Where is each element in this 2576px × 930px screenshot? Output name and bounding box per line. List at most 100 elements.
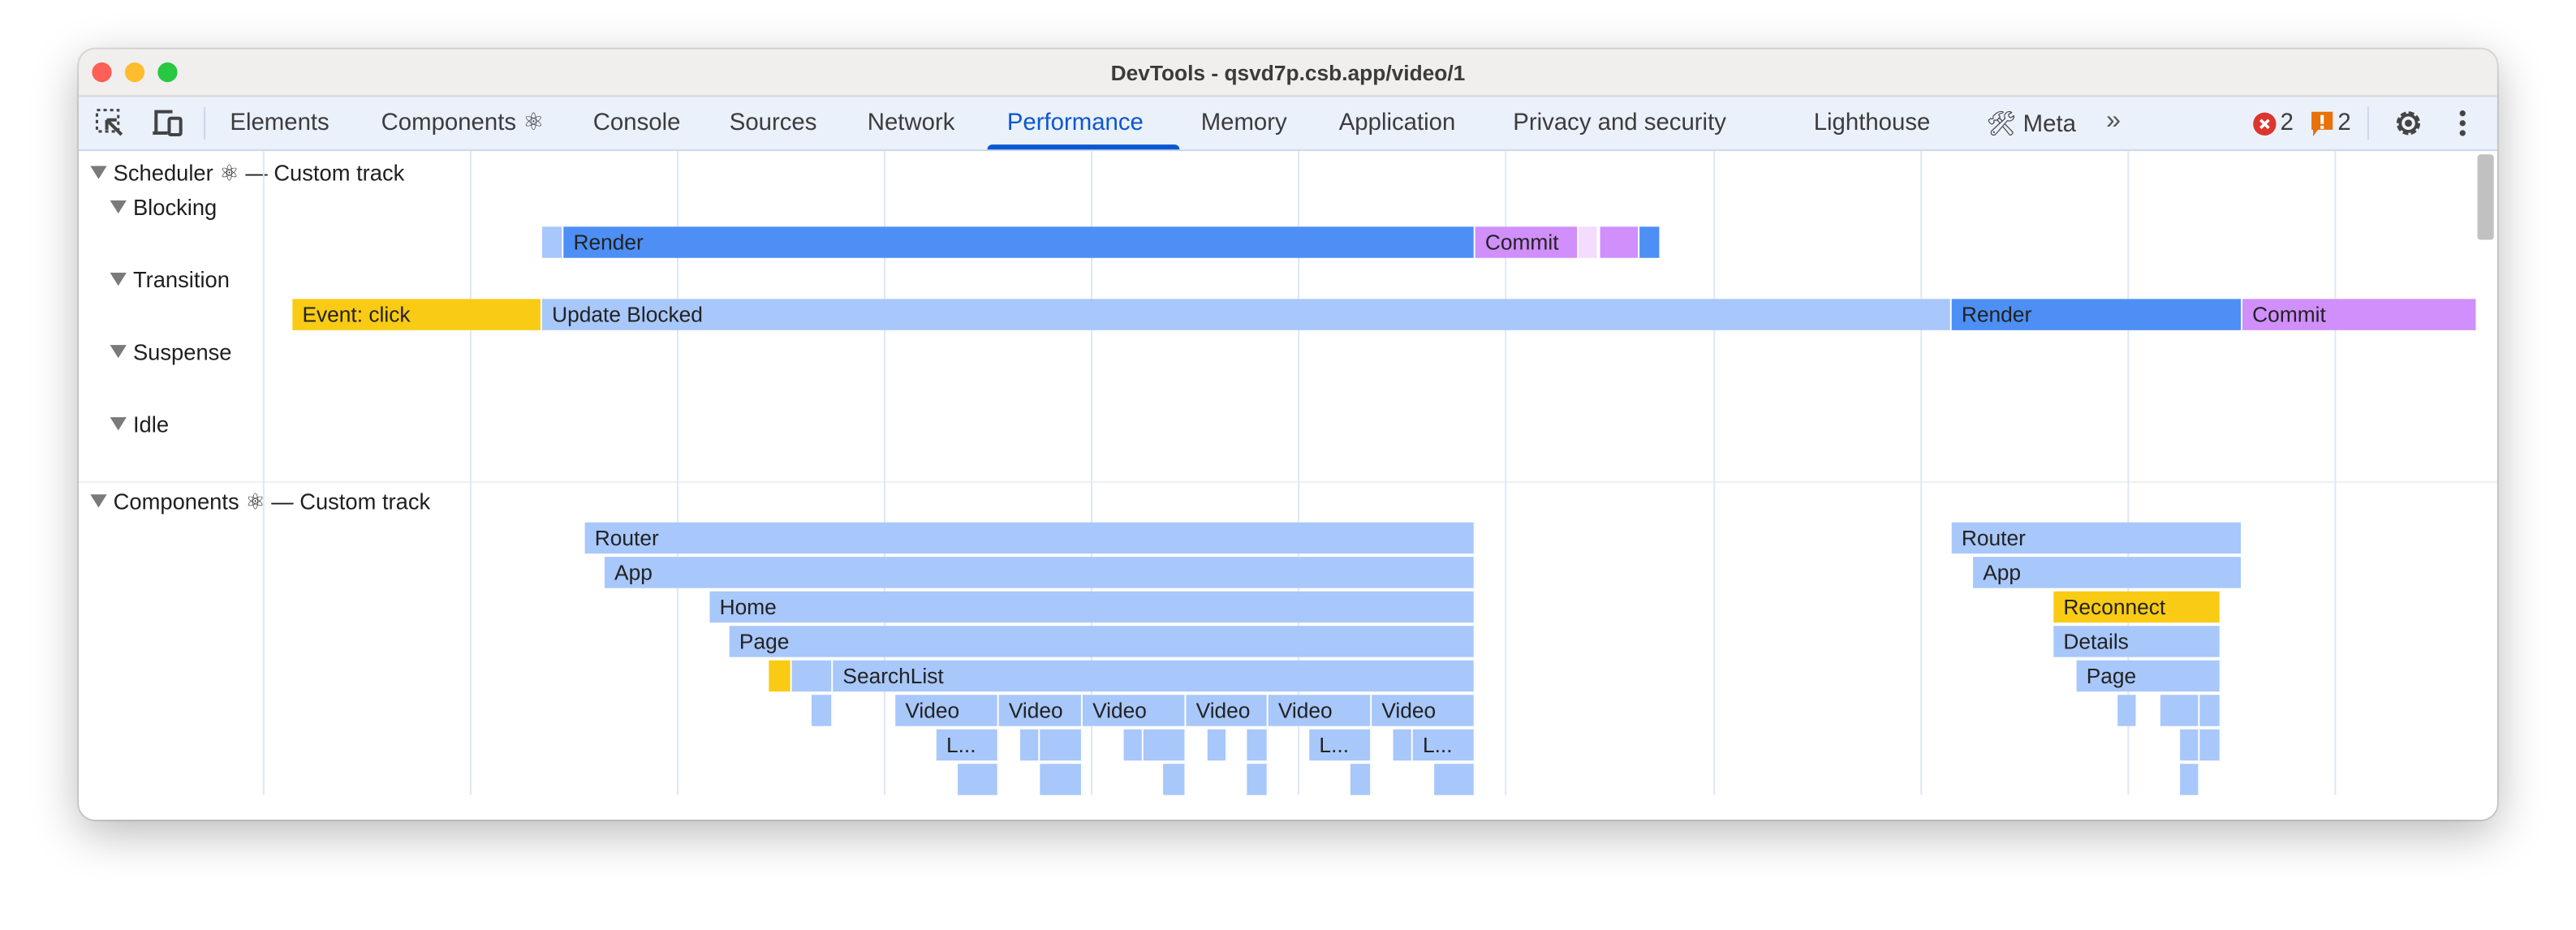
blocking-slice[interactable] bbox=[1639, 226, 1661, 258]
zoom-window-button[interactable] bbox=[157, 62, 178, 83]
window-title: DevTools - qsvd7p.csb.app/video/1 bbox=[1110, 60, 1466, 86]
component-slice[interactable] bbox=[958, 764, 999, 795]
lane-blocking[interactable]: Blocking bbox=[110, 196, 217, 220]
component-truncated[interactable]: L... bbox=[1412, 729, 1475, 761]
component-slice[interactable] bbox=[1020, 729, 1040, 761]
component-slice[interactable] bbox=[1350, 764, 1372, 795]
component-slice[interactable] bbox=[1247, 764, 1269, 795]
lane-suspense[interactable]: Suspense bbox=[110, 340, 232, 364]
lane-idle[interactable]: Idle bbox=[110, 412, 169, 437]
component-slice[interactable] bbox=[1163, 764, 1187, 795]
device-toolbar-icon[interactable] bbox=[151, 109, 183, 138]
tab-privacy-and-security[interactable]: Privacy and security bbox=[1513, 110, 1726, 137]
lane-label: Transition bbox=[132, 267, 230, 293]
component-slice[interactable] bbox=[2117, 695, 2138, 726]
blocking-slice[interactable] bbox=[1600, 226, 1640, 258]
component-slice[interactable] bbox=[2180, 729, 2200, 761]
performance-flame-chart[interactable]: Scheduler ⚛ — Custom track Blocking Tran… bbox=[79, 151, 2497, 820]
kebab-menu-icon[interactable] bbox=[2458, 109, 2467, 138]
component-reconnect[interactable]: Reconnect bbox=[2053, 591, 2221, 623]
active-tab-indicator bbox=[987, 144, 1180, 150]
component-searchlist[interactable]: SearchList bbox=[833, 660, 1475, 692]
component-details[interactable]: Details bbox=[2053, 626, 2221, 657]
component-slice[interactable] bbox=[769, 660, 792, 692]
blocking-render[interactable]: Render bbox=[563, 226, 1475, 258]
expand-triangle-icon[interactable] bbox=[110, 417, 127, 431]
tab-console[interactable]: Console bbox=[592, 110, 681, 137]
expand-triangle-icon[interactable] bbox=[110, 200, 127, 214]
blocking-slice[interactable] bbox=[541, 226, 564, 258]
warning-icon[interactable] bbox=[2311, 111, 2333, 137]
tab-meta[interactable]: 🛠 Meta bbox=[1986, 111, 2076, 139]
tab-application[interactable]: Application bbox=[1338, 110, 1456, 137]
time-gridline bbox=[1920, 151, 1923, 795]
component-slice[interactable] bbox=[1143, 729, 1187, 761]
title-bar: DevTools - qsvd7p.csb.app/video/1 bbox=[79, 49, 2497, 97]
component-app[interactable]: App bbox=[604, 557, 1475, 588]
tab-elements[interactable]: Elements bbox=[230, 110, 330, 137]
component-truncated[interactable]: L... bbox=[936, 729, 999, 761]
vertical-scrollbar[interactable] bbox=[2477, 154, 2494, 240]
time-gridline bbox=[262, 151, 265, 795]
track-title: Components ⚛ — Custom track bbox=[113, 489, 431, 515]
component-slice[interactable] bbox=[2199, 695, 2221, 726]
error-count[interactable]: 2 bbox=[2280, 110, 2294, 137]
component-truncated[interactable]: L... bbox=[1309, 729, 1372, 761]
component-slice[interactable] bbox=[2160, 695, 2200, 726]
warning-count[interactable]: 2 bbox=[2337, 110, 2351, 137]
component-app[interactable]: App bbox=[1973, 557, 2243, 588]
component-home[interactable]: Home bbox=[709, 591, 1475, 623]
gear-icon[interactable] bbox=[2392, 107, 2424, 140]
component-slice[interactable] bbox=[791, 660, 834, 692]
expand-triangle-icon[interactable] bbox=[110, 273, 127, 286]
component-slice[interactable] bbox=[1434, 764, 1475, 795]
component-video[interactable]: Video bbox=[998, 695, 1083, 726]
error-icon[interactable] bbox=[2252, 112, 2277, 136]
component-slice[interactable] bbox=[1040, 764, 1083, 795]
transition-event-click[interactable]: Event: click bbox=[292, 299, 542, 330]
blocking-slice[interactable] bbox=[1579, 226, 1599, 258]
components-track-header[interactable]: Components ⚛ — Custom track bbox=[90, 489, 430, 515]
component-slice[interactable] bbox=[1393, 729, 1413, 761]
blocking-commit[interactable]: Commit bbox=[1475, 226, 1579, 258]
transition-commit[interactable]: Commit bbox=[2242, 299, 2478, 330]
component-video[interactable]: Video bbox=[1082, 695, 1187, 726]
expand-triangle-icon[interactable] bbox=[110, 345, 127, 359]
devtools-toolbar: Elements Components ⚛ Console Sources Networ… bbox=[79, 97, 2497, 152]
tab-memory[interactable]: Memory bbox=[1200, 110, 1287, 137]
minimize-window-button[interactable] bbox=[124, 62, 145, 83]
component-video[interactable]: Video bbox=[1268, 695, 1372, 726]
scheduler-track-header[interactable]: Scheduler ⚛ — Custom track bbox=[90, 161, 404, 187]
tab-lighthouse[interactable]: Lighthouse bbox=[1813, 110, 1931, 137]
transition-update-blocked[interactable]: Update Blocked bbox=[541, 299, 1952, 330]
component-video[interactable]: Video bbox=[895, 695, 999, 726]
close-window-button[interactable] bbox=[92, 62, 112, 83]
component-page[interactable]: Page bbox=[2076, 660, 2221, 692]
component-slice[interactable] bbox=[1040, 729, 1083, 761]
component-slice[interactable] bbox=[1123, 729, 1144, 761]
tab-performance[interactable]: Performance bbox=[1006, 110, 1144, 137]
tab-components[interactable]: Components ⚛ bbox=[381, 110, 545, 137]
component-page[interactable]: Page bbox=[729, 626, 1475, 657]
component-slice[interactable] bbox=[1207, 729, 1228, 761]
component-slice[interactable] bbox=[2180, 764, 2200, 795]
lane-transition[interactable]: Transition bbox=[110, 268, 230, 292]
expand-triangle-icon[interactable] bbox=[90, 166, 107, 179]
component-slice[interactable] bbox=[1247, 729, 1269, 761]
inspect-element-icon[interactable] bbox=[95, 109, 124, 138]
component-video[interactable]: Video bbox=[1372, 695, 1475, 726]
component-slice[interactable] bbox=[811, 695, 834, 726]
time-gridline bbox=[2127, 151, 2130, 795]
transition-render[interactable]: Render bbox=[1951, 299, 2243, 330]
more-tabs-icon[interactable]: » bbox=[2106, 106, 2122, 135]
lane-label: Suspense bbox=[132, 340, 232, 365]
component-video[interactable]: Video bbox=[1186, 695, 1269, 726]
tab-network[interactable]: Network bbox=[867, 110, 955, 137]
time-gridline bbox=[1713, 151, 1716, 795]
component-router[interactable]: Router bbox=[1951, 522, 2243, 554]
time-gridline bbox=[884, 151, 886, 795]
component-slice[interactable] bbox=[2199, 729, 2221, 761]
expand-triangle-icon[interactable] bbox=[90, 494, 107, 508]
tab-sources[interactable]: Sources bbox=[729, 110, 817, 137]
component-router[interactable]: Router bbox=[584, 522, 1475, 554]
